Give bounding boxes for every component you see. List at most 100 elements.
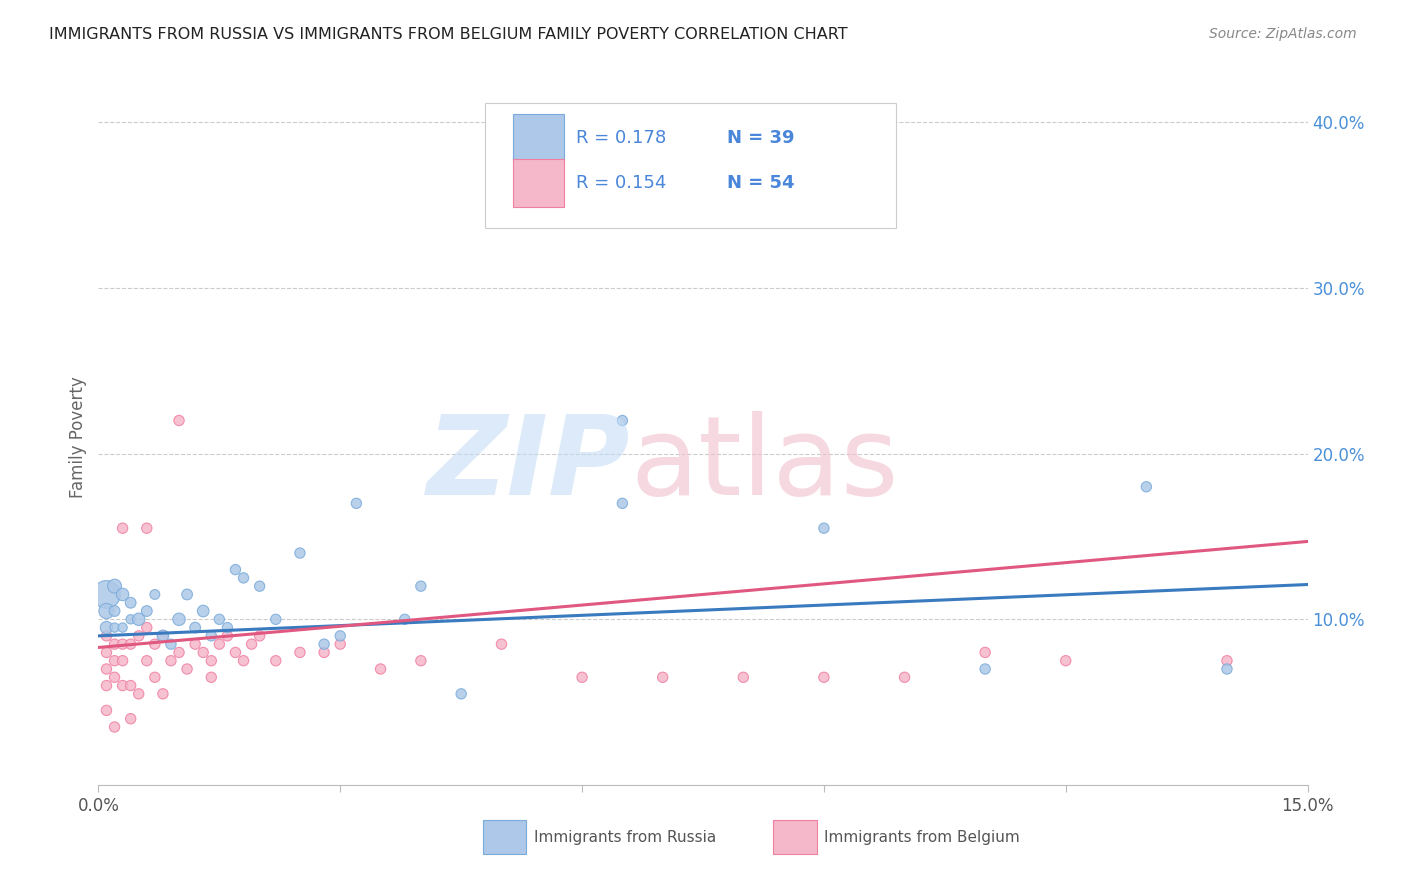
Point [409, 654, 432, 668]
Point [120, 612, 142, 626]
Point [128, 687, 150, 701]
Point [135, 604, 157, 618]
Y-axis label: Family Poverty: Family Poverty [69, 376, 87, 498]
Point [813, 521, 835, 535]
Point [208, 612, 231, 626]
Point [409, 579, 432, 593]
Point [120, 596, 142, 610]
Point [176, 662, 198, 676]
Point [143, 670, 166, 684]
Text: atlas: atlas [630, 411, 898, 518]
Point [103, 670, 125, 684]
Point [974, 645, 997, 659]
Point [120, 679, 142, 693]
Point [612, 413, 634, 427]
Point [96, 621, 118, 635]
Point [329, 629, 352, 643]
Point [103, 579, 125, 593]
Text: N = 54: N = 54 [727, 174, 794, 192]
Point [96, 662, 118, 676]
Point [96, 679, 118, 693]
Point [152, 629, 174, 643]
Point [651, 670, 673, 684]
Point [288, 645, 311, 659]
FancyBboxPatch shape [482, 820, 526, 855]
Point [1135, 480, 1157, 494]
Point [184, 637, 207, 651]
Point [96, 604, 118, 618]
Point [288, 546, 311, 560]
Point [111, 679, 134, 693]
Point [193, 604, 215, 618]
Point [450, 687, 472, 701]
Point [200, 670, 222, 684]
Point [128, 612, 150, 626]
Point [813, 670, 835, 684]
Point [224, 563, 246, 577]
Point [167, 413, 190, 427]
FancyBboxPatch shape [513, 159, 564, 207]
Point [128, 629, 150, 643]
Point [152, 629, 174, 643]
Point [184, 621, 207, 635]
Point [103, 604, 125, 618]
Point [224, 645, 246, 659]
Text: N = 39: N = 39 [727, 129, 794, 147]
Point [167, 645, 190, 659]
Point [329, 637, 352, 651]
Point [344, 496, 367, 510]
Point [193, 645, 215, 659]
Point [167, 612, 190, 626]
Point [96, 703, 118, 717]
Point [370, 662, 392, 676]
Point [111, 521, 134, 535]
Point [1054, 654, 1077, 668]
Text: R = 0.154: R = 0.154 [576, 174, 666, 192]
Text: Immigrants from Russia: Immigrants from Russia [534, 830, 716, 845]
Point [264, 654, 287, 668]
Text: Immigrants from Belgium: Immigrants from Belgium [824, 830, 1019, 845]
Text: R = 0.178: R = 0.178 [576, 129, 666, 147]
Point [111, 587, 134, 601]
Point [200, 654, 222, 668]
Point [103, 621, 125, 635]
Point [160, 654, 183, 668]
Point [232, 571, 254, 585]
Point [143, 587, 166, 601]
Point [103, 654, 125, 668]
Point [571, 670, 593, 684]
FancyBboxPatch shape [485, 103, 897, 228]
Point [1216, 654, 1239, 668]
Point [394, 612, 416, 626]
Point [96, 587, 118, 601]
Point [135, 621, 157, 635]
Point [249, 579, 271, 593]
Point [143, 637, 166, 651]
Point [232, 654, 254, 668]
Point [96, 645, 118, 659]
Point [217, 621, 239, 635]
Point [264, 612, 287, 626]
Point [120, 712, 142, 726]
Point [240, 637, 263, 651]
Point [111, 654, 134, 668]
Point [103, 720, 125, 734]
Point [314, 637, 336, 651]
Point [111, 637, 134, 651]
Point [733, 670, 755, 684]
Text: Source: ZipAtlas.com: Source: ZipAtlas.com [1209, 27, 1357, 41]
Point [160, 637, 183, 651]
FancyBboxPatch shape [773, 820, 817, 855]
Point [152, 687, 174, 701]
Point [135, 654, 157, 668]
Point [208, 637, 231, 651]
Point [974, 662, 997, 676]
Point [120, 637, 142, 651]
Point [612, 496, 634, 510]
Point [103, 637, 125, 651]
Text: IMMIGRANTS FROM RUSSIA VS IMMIGRANTS FROM BELGIUM FAMILY POVERTY CORRELATION CHA: IMMIGRANTS FROM RUSSIA VS IMMIGRANTS FRO… [49, 27, 848, 42]
Point [111, 621, 134, 635]
Point [893, 670, 915, 684]
Text: ZIP: ZIP [427, 411, 630, 518]
Point [176, 587, 198, 601]
